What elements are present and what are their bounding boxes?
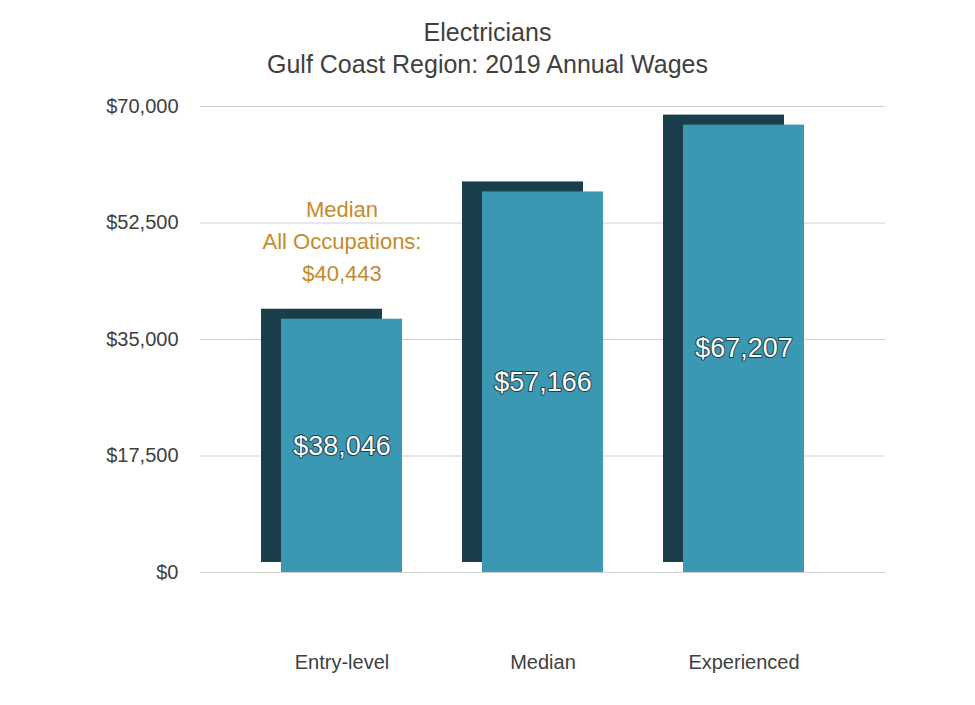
svg-text:Median: Median bbox=[510, 651, 576, 673]
svg-text:$70,000: $70,000 bbox=[106, 95, 178, 117]
svg-text:$0: $0 bbox=[156, 561, 178, 583]
svg-text:Entry-level: Entry-level bbox=[295, 651, 389, 673]
svg-text:$35,000: $35,000 bbox=[106, 328, 178, 350]
html-text:Electricians: Electricians bbox=[423, 18, 552, 46]
svg-text:$38,046: $38,046 bbox=[293, 431, 391, 461]
svg-text:$57,166: $57,166 bbox=[494, 367, 592, 397]
svg-text:$52,500: $52,500 bbox=[106, 211, 178, 233]
svg-text:MedianAll Occupations:$40,443: MedianAll Occupations:$40,443 bbox=[263, 197, 422, 286]
html-text:Gulf Coast Region: 2019 Annual: Gulf Coast Region: 2019 Annual Wages bbox=[267, 50, 708, 78]
svg-text:$17,500: $17,500 bbox=[106, 444, 178, 466]
svg-text:Experienced: Experienced bbox=[688, 651, 799, 673]
svg-text:$67,207: $67,207 bbox=[695, 333, 793, 363]
